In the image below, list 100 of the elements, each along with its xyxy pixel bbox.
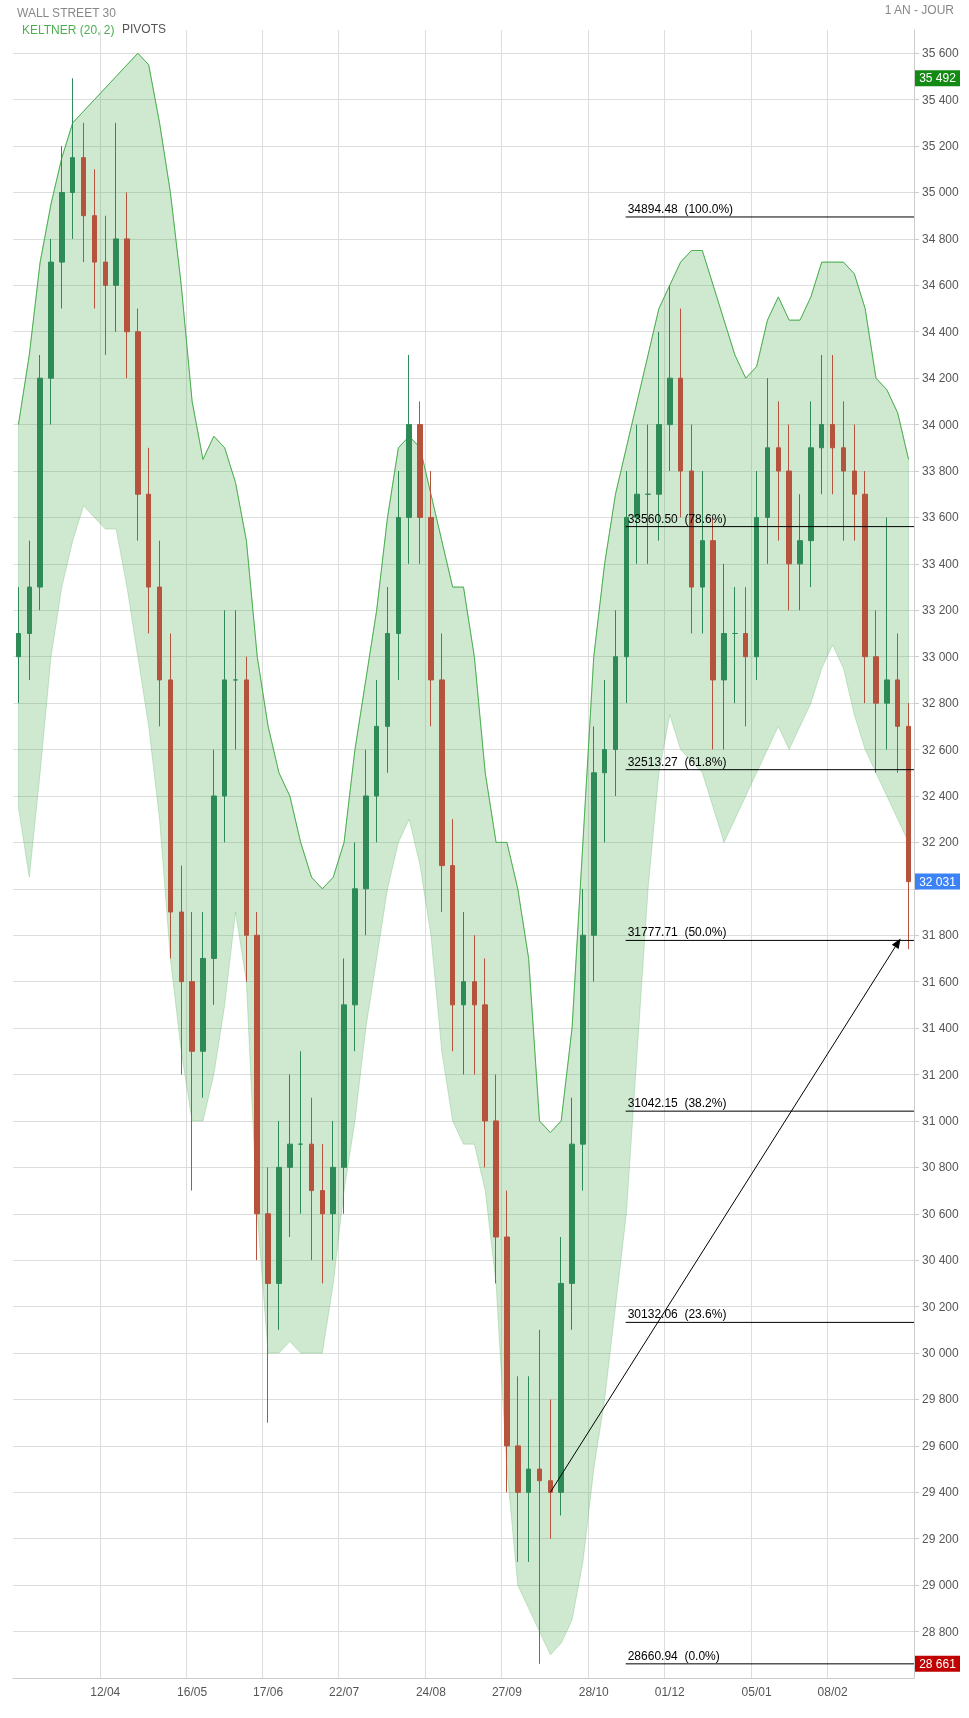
candlestick <box>786 424 792 611</box>
candlestick <box>287 1074 293 1238</box>
candlestick <box>580 888 586 1192</box>
y-tick-label: 32 200 <box>922 835 960 850</box>
candlestick <box>211 749 217 1006</box>
y-tick-label: 33 200 <box>922 603 960 618</box>
candlestick <box>678 308 683 518</box>
x-tick-label: 24/08 <box>415 1685 447 1699</box>
candlestick <box>721 563 727 751</box>
x-tick-label: 27/09 <box>491 1685 523 1699</box>
y-tick-label: 30 200 <box>922 1299 960 1314</box>
candlestick <box>526 1375 531 1563</box>
text: 1 AN - JOUR <box>884 3 955 17</box>
y-tick-label: 33 800 <box>922 464 960 479</box>
candlestick <box>244 656 249 983</box>
candlestick <box>667 284 673 472</box>
candlestick <box>515 1375 521 1563</box>
candlestick <box>298 1050 303 1215</box>
candlestick <box>558 1236 564 1517</box>
y-tick-label: 32 600 <box>922 742 960 757</box>
y-tick-label: 29 800 <box>922 1392 960 1407</box>
candlestick <box>906 702 911 950</box>
text: KELTNER (20, 2) <box>22 23 115 37</box>
candlestick <box>363 749 369 936</box>
ref-line-label: 32513.27 (61.8%) <box>627 754 727 769</box>
text: 28 661 <box>919 1656 957 1671</box>
candlestick <box>70 77 75 240</box>
candlestick <box>222 609 227 843</box>
candlestick <box>862 470 868 704</box>
x-tick-label: 05/01 <box>741 1685 772 1699</box>
candlestick <box>330 1120 336 1261</box>
candlestick <box>602 679 607 843</box>
candlestick <box>548 1398 553 1540</box>
x-tick-label: 16/05 <box>177 1685 208 1699</box>
y-tick-label: 28 800 <box>922 1624 960 1639</box>
y-tick-label: 34 400 <box>922 324 960 339</box>
chart-title: WALL STREET 30 <box>17 6 117 20</box>
candlestick <box>493 1074 499 1284</box>
candlestick <box>819 354 824 495</box>
candlestick <box>895 632 900 774</box>
candlestick <box>884 516 890 751</box>
candlestick <box>472 934 477 1076</box>
y-tick-label: 31 400 <box>922 1021 960 1036</box>
candlestick <box>265 1166 271 1424</box>
candlestick <box>59 145 65 310</box>
candlestick <box>27 540 32 681</box>
y-tick-label: 33 000 <box>922 649 960 664</box>
y-tick-label: 35 400 <box>922 92 960 107</box>
candlestick <box>808 400 814 588</box>
candlestick <box>504 1190 510 1493</box>
y-tick-label: 30 800 <box>922 1160 960 1175</box>
candlestick <box>439 632 445 913</box>
y-tick-label: 35 000 <box>922 185 960 200</box>
y-tick-label: 32 800 <box>922 696 960 711</box>
ref-line-label: 31042.15 (38.2%) <box>627 1096 727 1111</box>
candlestick <box>754 470 759 681</box>
y-tick-label: 32 400 <box>922 788 960 803</box>
candlestick <box>81 122 86 263</box>
candlestick <box>743 586 748 727</box>
line-series <box>17 52 910 1134</box>
candlestick <box>613 609 618 797</box>
y-tick-label: 29 200 <box>922 1531 960 1546</box>
y-tick-label: 31 800 <box>922 928 960 943</box>
y-tick-label: 31 200 <box>922 1067 960 1082</box>
candlestick <box>841 400 846 542</box>
candlestick <box>254 911 260 1261</box>
y-tick-label: 29 600 <box>922 1438 960 1453</box>
x-tick-label: 12/04 <box>90 1685 121 1699</box>
candlestick <box>417 400 423 565</box>
ref-line-label: 34894.48 (100.0%) <box>627 201 734 216</box>
candlestick <box>48 238 54 426</box>
y-tick-label: 34 800 <box>922 231 960 246</box>
candlestick <box>92 168 97 310</box>
y-tick-label: 29 400 <box>922 1485 960 1500</box>
candlestick <box>276 1120 282 1331</box>
y-tick-label: 29 000 <box>922 1578 960 1593</box>
x-tick-label: 17/06 <box>253 1685 284 1699</box>
candlestick <box>233 609 238 751</box>
candlestick <box>797 493 803 611</box>
candlestick <box>852 424 857 542</box>
candlestick <box>461 911 466 1076</box>
candlestick <box>450 818 455 1052</box>
y-tick-label: 34 600 <box>922 278 960 293</box>
y-tick-label: 33 600 <box>922 510 960 525</box>
candlestick <box>765 377 770 565</box>
candlestick <box>776 400 781 542</box>
candlestick <box>341 957 347 1215</box>
candlestick <box>200 911 206 1099</box>
candlestick <box>124 191 130 379</box>
ref-line-label: 31777.71 (50.0%) <box>627 925 727 940</box>
x-tick-label: 01/12 <box>654 1685 686 1699</box>
text: 35 492 <box>919 71 957 86</box>
text: 32 031 <box>919 874 957 889</box>
y-tick-label: 34 000 <box>922 417 960 432</box>
candlestick <box>591 725 597 983</box>
candlestick <box>189 911 195 1192</box>
candlestick <box>103 215 108 356</box>
y-tick-label: 30 000 <box>922 1346 960 1361</box>
x-tick-label: 08/02 <box>817 1685 848 1699</box>
candlestick <box>16 586 21 704</box>
